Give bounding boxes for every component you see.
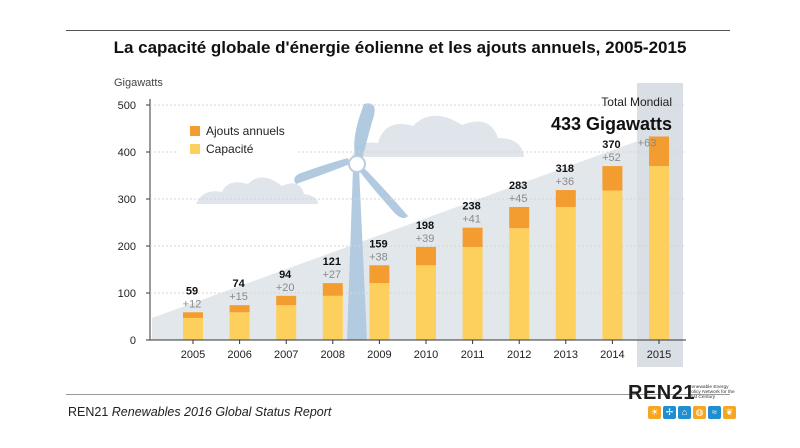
bar-capacity-2008 bbox=[322, 295, 343, 340]
top-rule bbox=[66, 30, 730, 31]
x-tick-label-2005: 2005 bbox=[181, 349, 205, 361]
power-icon: ◍ bbox=[693, 406, 706, 419]
cloud-left bbox=[196, 177, 318, 204]
addition-value-label-2005: +12 bbox=[183, 298, 202, 310]
x-tick-label-2011: 2011 bbox=[461, 349, 485, 361]
logo-tagline: Renewable Energy Policy Network for the … bbox=[688, 385, 735, 401]
bar-addition-2014 bbox=[602, 166, 623, 191]
x-tick-label-2007: 2007 bbox=[274, 349, 298, 361]
addition-value-label-2014: +52 bbox=[602, 152, 621, 164]
bar-addition-2015 bbox=[649, 136, 669, 167]
bar-capacity-2015 bbox=[649, 166, 669, 340]
bar-addition-2012 bbox=[509, 206, 530, 229]
total-label: Total Mondial bbox=[601, 95, 672, 109]
source-line: REN21 Renewables 2016 Global Status Repo… bbox=[68, 405, 331, 419]
bar-addition-2006 bbox=[229, 305, 250, 313]
total-value-label-2013: 318 bbox=[556, 163, 574, 175]
footer-rule bbox=[66, 394, 730, 395]
total-value-label-2010: 198 bbox=[416, 220, 434, 232]
legend-swatch-additions bbox=[190, 126, 200, 136]
bar-capacity-2009 bbox=[369, 283, 390, 340]
bar-capacity-2014 bbox=[602, 190, 623, 340]
x-tick-label-2010: 2010 bbox=[414, 349, 438, 361]
source-report: Renewables 2016 Global Status Report bbox=[111, 405, 332, 419]
y-tick-label: 300 bbox=[118, 194, 136, 206]
x-axis: 2005 2006 2007 2008 2009 2010 2011 2012 2013 2014… bbox=[150, 339, 686, 361]
x-tick-label-2014: 2014 bbox=[600, 349, 624, 361]
y-tick-label: 100 bbox=[118, 288, 136, 300]
total-value-label-2007: 94 bbox=[279, 269, 292, 281]
x-tick-label-2013: 2013 bbox=[554, 349, 578, 361]
x-tick-label-2008: 2008 bbox=[321, 349, 345, 361]
wind-turbine bbox=[294, 103, 408, 340]
total-value-label-2012: 283 bbox=[509, 180, 527, 192]
logo-wordmark: REN21 bbox=[628, 382, 695, 404]
total-value-label-2014: 370 bbox=[602, 139, 620, 151]
bar-capacity-2011 bbox=[462, 246, 483, 340]
y-tick-label: 200 bbox=[118, 241, 136, 253]
total-value-label-2006: 74 bbox=[232, 278, 245, 290]
bar-capacity-2006 bbox=[229, 312, 250, 340]
bar-capacity-2010 bbox=[416, 265, 436, 340]
leaf-icon: ❦ bbox=[723, 406, 736, 419]
y-axis-label: Gigawatts bbox=[114, 77, 163, 89]
legend-box bbox=[178, 116, 298, 164]
bar-capacity-2013 bbox=[555, 206, 576, 340]
wind-icon: ✢ bbox=[663, 406, 676, 419]
legend: Ajouts annuels Capacité bbox=[178, 116, 298, 164]
y-tick-label: 0 bbox=[130, 335, 136, 347]
addition-value-label-2007: +20 bbox=[276, 282, 295, 294]
addition-value-label-2006: +15 bbox=[229, 291, 248, 303]
addition-value-label-2010: +39 bbox=[416, 233, 435, 245]
value-labels: 59+12 74+15 94+20 121+27 159+38 198+39 238+41 2… bbox=[183, 137, 657, 310]
bar-addition-2009 bbox=[369, 265, 390, 284]
total-value-label-2005: 59 bbox=[186, 285, 198, 297]
y-tick-label: 400 bbox=[118, 147, 136, 159]
bar-addition-2007 bbox=[276, 295, 297, 306]
x-tick-label-2006: 2006 bbox=[227, 349, 251, 361]
wave-icon: ≈ bbox=[708, 406, 721, 419]
x-tick-label-2015: 2015 bbox=[647, 349, 671, 361]
addition-value-label-2012: +45 bbox=[509, 193, 528, 205]
bar-capacity-2007 bbox=[276, 305, 297, 340]
sun-icon: ☀ bbox=[648, 406, 661, 419]
bar-addition-2013 bbox=[555, 190, 576, 207]
addition-value-label-2009: +38 bbox=[369, 251, 388, 263]
bar-capacity-2005 bbox=[183, 317, 203, 340]
bar-addition-2010 bbox=[416, 246, 436, 266]
x-tick-label-2012: 2012 bbox=[507, 349, 531, 361]
ren21-logo: REN21 Renewable Energy Policy Network fo… bbox=[628, 382, 738, 424]
bars bbox=[183, 136, 669, 340]
total-value-label-2008: 121 bbox=[323, 256, 341, 268]
legend-label-capacity: Capacité bbox=[206, 142, 254, 156]
addition-value-label-2013: +36 bbox=[555, 176, 574, 188]
total-value-label-2011: 238 bbox=[462, 201, 480, 213]
bar-addition-2008 bbox=[322, 283, 343, 296]
total-value-label-2009: 159 bbox=[369, 238, 387, 250]
hydro-icon: ⌂ bbox=[678, 406, 691, 419]
addition-value-label-2011: +41 bbox=[462, 214, 481, 226]
growth-wedge bbox=[152, 130, 668, 340]
legend-label-additions: Ajouts annuels bbox=[206, 124, 285, 138]
bar-addition-2005 bbox=[183, 312, 203, 318]
source-publisher: REN21 bbox=[68, 405, 109, 419]
chart-title: La capacité globale d'énergie éolienne e… bbox=[113, 38, 687, 57]
addition-value-label-2008: +27 bbox=[322, 269, 341, 281]
background-illustration bbox=[152, 103, 668, 340]
y-tick-label: 500 bbox=[118, 100, 136, 112]
addition-value-label-2015: +63 bbox=[638, 137, 657, 149]
legend-swatch-capacity bbox=[190, 144, 200, 154]
total-value: 433 Gigawatts bbox=[551, 114, 672, 134]
bar-capacity-2012 bbox=[509, 228, 530, 340]
cloud-right bbox=[352, 115, 524, 157]
bar-addition-2011 bbox=[462, 227, 483, 247]
x-tick-label-2009: 2009 bbox=[367, 349, 391, 361]
